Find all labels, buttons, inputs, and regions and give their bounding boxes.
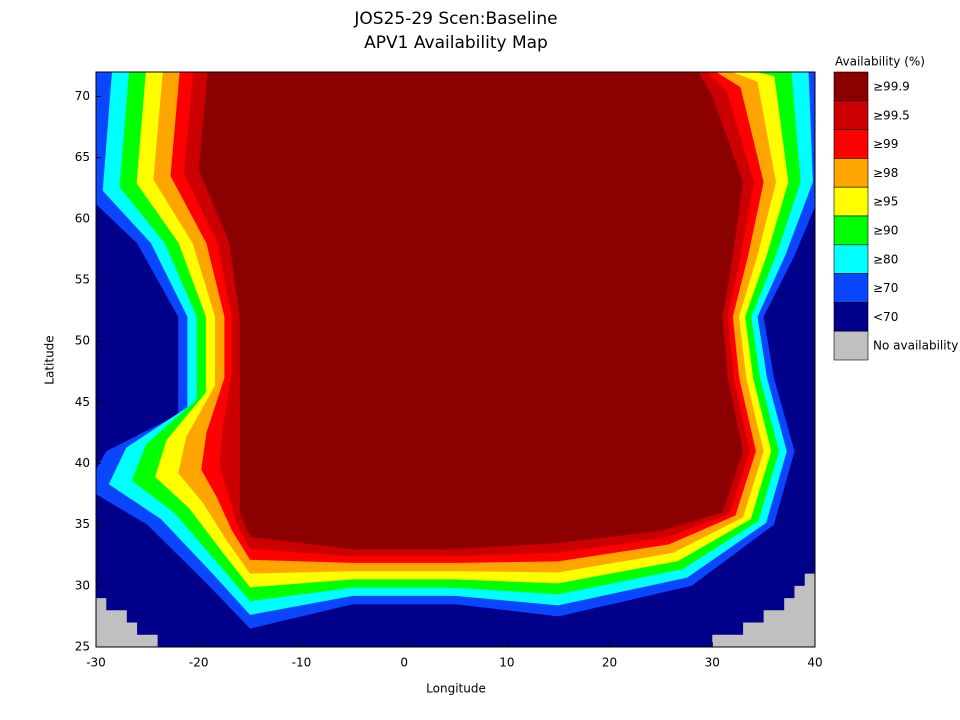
y-tick-label: 30 bbox=[75, 578, 90, 592]
x-tick-label: 10 bbox=[499, 656, 514, 670]
legend-label: ≥70 bbox=[873, 281, 898, 295]
y-tick-label: 65 bbox=[75, 150, 90, 164]
legend-swatch bbox=[833, 158, 869, 188]
y-tick-label: 45 bbox=[75, 395, 90, 409]
no-availability-region bbox=[712, 573, 815, 647]
x-axis-label: Longitude bbox=[426, 682, 486, 696]
legend-swatch bbox=[833, 71, 869, 102]
y-tick-label: 55 bbox=[75, 272, 90, 286]
legend-label: ≥99 bbox=[873, 137, 898, 151]
x-tick-label: 0 bbox=[400, 656, 408, 670]
x-tick-label: -10 bbox=[292, 656, 312, 670]
legend-swatch bbox=[833, 215, 869, 246]
y-tick-label: 50 bbox=[75, 334, 90, 348]
legend-label: ≥95 bbox=[873, 195, 898, 209]
plot-frame bbox=[95, 71, 816, 648]
availability-region bbox=[198, 72, 744, 550]
x-tick-label: -30 bbox=[86, 656, 106, 670]
legend-swatch bbox=[833, 302, 869, 332]
x-tick-label: -20 bbox=[189, 656, 209, 670]
legend-label: No availability bbox=[873, 339, 958, 353]
y-tick-label: 70 bbox=[75, 89, 90, 103]
legend-label: ≥98 bbox=[873, 166, 898, 180]
x-tick-label: 20 bbox=[602, 656, 617, 670]
y-axis-label: Latitude bbox=[43, 335, 57, 384]
legend-label: ≥80 bbox=[873, 252, 898, 266]
y-tick-label: 35 bbox=[75, 517, 90, 531]
y-tick-label: 40 bbox=[75, 456, 90, 470]
legend-label: ≥90 bbox=[873, 224, 898, 238]
legend-swatch bbox=[833, 273, 869, 303]
y-tick-label: 60 bbox=[75, 211, 90, 225]
legend-swatch bbox=[833, 129, 869, 159]
legend-label: ≥99.9 bbox=[873, 80, 910, 94]
chart-title: JOS25-29 Scen:Baseline bbox=[353, 9, 557, 29]
legend-swatch bbox=[833, 100, 869, 130]
y-tick-label: 25 bbox=[75, 640, 90, 654]
chart-subtitle: APV1 Availability Map bbox=[364, 33, 548, 53]
no-availability-region bbox=[96, 598, 158, 647]
x-tick-label: 40 bbox=[807, 656, 822, 670]
legend-swatch bbox=[833, 186, 869, 217]
legend-label: <70 bbox=[873, 310, 898, 324]
legend-title: Availability (%) bbox=[835, 55, 925, 69]
x-tick-label: 30 bbox=[705, 656, 720, 670]
legend-swatch bbox=[833, 330, 869, 361]
map-area bbox=[96, 72, 815, 647]
legend-label: ≥99.5 bbox=[873, 108, 910, 122]
legend-swatch bbox=[833, 244, 869, 274]
